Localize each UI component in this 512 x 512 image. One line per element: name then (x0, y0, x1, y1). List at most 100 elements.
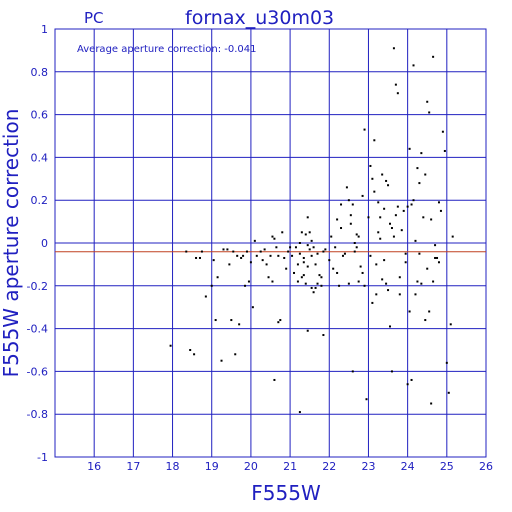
x-tick-label: 17 (126, 460, 140, 473)
data-point (424, 173, 427, 176)
y-tick-labels: 1 0.8 0.6 0.4 0.2 0 -0.2 -0.4 -0.6 -0.8 -1 (27, 23, 48, 464)
data-point (416, 280, 419, 283)
data-point (418, 252, 421, 255)
data-point (245, 250, 248, 253)
data-point (451, 235, 454, 238)
data-point (200, 250, 203, 253)
data-point (424, 319, 427, 322)
data-point (277, 321, 280, 324)
x-tick-label: 21 (283, 460, 297, 473)
data-point (312, 291, 315, 294)
data-point (390, 370, 393, 373)
data-point (189, 349, 192, 351)
data-point (324, 248, 327, 251)
y-tick-label: -0.8 (27, 408, 48, 421)
y-tick-label: -1 (37, 451, 48, 464)
data-point (300, 276, 303, 279)
data-point (269, 254, 272, 257)
data-point (230, 319, 233, 322)
data-point (251, 306, 254, 309)
chart-title: fornax_u30m03 (185, 7, 334, 29)
y-tick-label: -0.4 (27, 323, 48, 336)
data-point (332, 267, 335, 270)
data-point (441, 130, 444, 133)
data-point (277, 254, 280, 257)
data-point (355, 246, 358, 249)
y-tick-label: 0.6 (31, 109, 49, 122)
data-point (271, 235, 274, 238)
data-point (228, 263, 231, 266)
data-point (447, 391, 450, 394)
data-point (414, 293, 417, 296)
data-point (400, 229, 403, 232)
data-point (242, 254, 245, 257)
data-point (430, 218, 433, 221)
data-point (340, 227, 343, 230)
data-point (294, 246, 297, 249)
data-point (261, 259, 264, 262)
x-tick-label: 18 (166, 460, 180, 473)
corner-label: PC (84, 9, 104, 27)
data-point (418, 182, 421, 185)
data-point (394, 83, 397, 86)
data-point (234, 353, 237, 356)
data-point (314, 286, 317, 289)
data-point (432, 280, 435, 283)
data-point (361, 271, 364, 274)
data-point (412, 64, 415, 67)
data-point (430, 402, 433, 405)
data-point (293, 271, 296, 274)
data-point (345, 186, 348, 189)
data-point (375, 293, 378, 296)
data-point (320, 276, 323, 279)
data-point (310, 239, 313, 242)
data-point (349, 222, 352, 225)
data-point (406, 383, 409, 386)
y-axis-title: F555W aperture correction (0, 109, 23, 378)
data-point (273, 237, 276, 240)
data-point (408, 147, 411, 150)
x-tick-label: 20 (244, 460, 258, 473)
data-point (204, 295, 207, 298)
data-point (296, 263, 299, 266)
data-point (404, 252, 407, 255)
data-point (316, 252, 319, 255)
x-tick-label: 26 (479, 460, 493, 473)
data-point (437, 201, 440, 204)
data-point (296, 280, 299, 283)
data-point (302, 256, 305, 259)
data-point (410, 203, 413, 206)
data-point (304, 282, 307, 285)
data-point (330, 235, 333, 238)
data-point (439, 209, 442, 212)
data-point (373, 190, 376, 193)
data-point (249, 261, 252, 264)
data-point (428, 111, 431, 114)
data-point (392, 47, 395, 50)
data-point (434, 244, 437, 247)
data-point (410, 378, 413, 381)
data-point (353, 242, 356, 244)
data-point (351, 370, 354, 373)
data-point (338, 284, 341, 287)
data-point (432, 55, 435, 58)
data-point (336, 271, 339, 274)
data-point (347, 282, 350, 285)
data-point (353, 250, 356, 253)
data-point (387, 184, 390, 187)
data-point (355, 233, 358, 236)
x-tick-label: 16 (87, 460, 101, 473)
data-point (383, 259, 386, 262)
data-point (306, 216, 309, 219)
data-point (398, 293, 401, 296)
data-point (359, 265, 362, 268)
data-point (371, 177, 374, 180)
data-point (408, 310, 411, 313)
data-point (402, 209, 405, 212)
data-point (389, 325, 392, 328)
data-points (169, 47, 454, 414)
data-point (247, 280, 250, 283)
data-point (300, 231, 303, 234)
data-point (275, 246, 278, 249)
data-point (412, 199, 415, 202)
